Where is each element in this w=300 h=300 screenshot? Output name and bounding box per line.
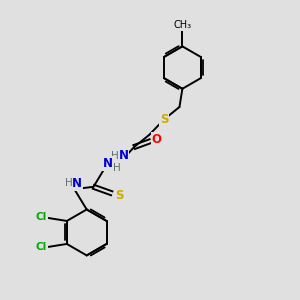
Text: N: N <box>118 149 128 162</box>
Text: N: N <box>103 157 113 170</box>
Text: O: O <box>152 133 162 146</box>
Text: S: S <box>160 113 168 126</box>
Text: CH₃: CH₃ <box>173 20 191 30</box>
Text: S: S <box>115 189 123 202</box>
Text: Cl: Cl <box>36 242 47 253</box>
Text: Cl: Cl <box>36 212 47 222</box>
Text: H: H <box>111 151 119 161</box>
Text: N: N <box>72 177 82 190</box>
Text: H: H <box>113 163 121 173</box>
Text: H: H <box>64 178 72 188</box>
